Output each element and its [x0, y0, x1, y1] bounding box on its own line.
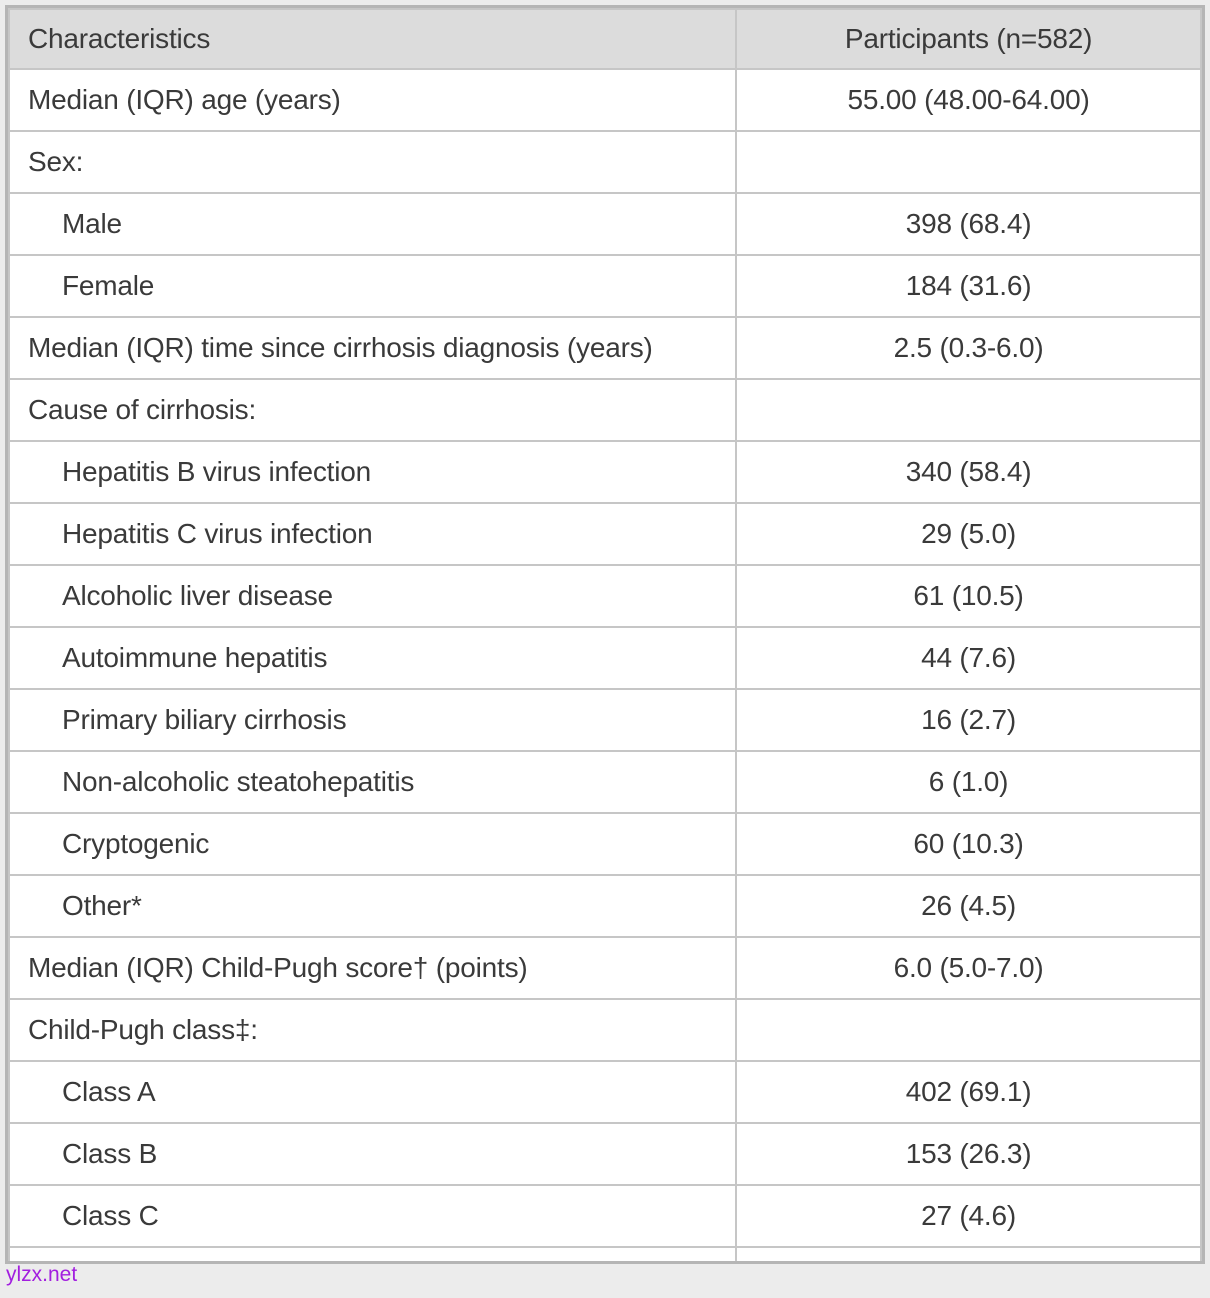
row-value: 6.0 (5.0-7.0) [735, 936, 1202, 1000]
row-label: Hepatitis C virus infection [7, 502, 738, 566]
table-row: Other* 26 (4.5) [7, 874, 1202, 938]
row-value [735, 130, 1202, 194]
header-participants: Participants (n=582) [735, 8, 1202, 70]
row-value [735, 378, 1202, 442]
table-row: Alcoholic liver disease 61 (10.5) [7, 564, 1202, 628]
row-value: 184 (31.6) [735, 254, 1202, 318]
row-label: Median (IQR) Child-Pugh score† (points) [7, 936, 738, 1000]
table-header: Characteristics Participants (n=582) [7, 8, 1202, 70]
row-value: 402 (69.1) [735, 1060, 1202, 1124]
row-value: 44 (7.6) [735, 626, 1202, 690]
table-row: Female 184 (31.6) [7, 254, 1202, 318]
cutoff-row-value [735, 1246, 1202, 1261]
cutoff-row-label [7, 1246, 738, 1261]
row-value: 55.00 (48.00-64.00) [735, 68, 1202, 132]
row-label: Median (IQR) time since cirrhosis diagno… [7, 316, 738, 380]
table-row: Class A 402 (69.1) [7, 1060, 1202, 1124]
table-row: Autoimmune hepatitis 44 (7.6) [7, 626, 1202, 690]
row-value: 27 (4.6) [735, 1184, 1202, 1248]
row-value: 60 (10.3) [735, 812, 1202, 876]
table-row: Sex: [7, 130, 1202, 194]
table-row: Class C 27 (4.6) [7, 1184, 1202, 1248]
table-row: Primary biliary cirrhosis 16 (2.7) [7, 688, 1202, 752]
table-row: Cause of cirrhosis: [7, 378, 1202, 442]
row-value: 29 (5.0) [735, 502, 1202, 566]
row-label: Alcoholic liver disease [7, 564, 738, 628]
row-label: Class B [7, 1122, 738, 1186]
row-value: 16 (2.7) [735, 688, 1202, 752]
row-label: Cryptogenic [7, 812, 738, 876]
row-value: 26 (4.5) [735, 874, 1202, 938]
row-label: Other* [7, 874, 738, 938]
row-label: Class A [7, 1060, 738, 1124]
row-label: Child-Pugh class‡: [7, 998, 738, 1062]
header-row: Characteristics Participants (n=582) [7, 8, 1202, 70]
row-value: 153 (26.3) [735, 1122, 1202, 1186]
watermark-link[interactable]: ylzx.net [6, 1263, 78, 1286]
row-label: Female [7, 254, 738, 318]
table-row: Non-alcoholic steatohepatitis 6 (1.0) [7, 750, 1202, 814]
row-label: Cause of cirrhosis: [7, 378, 738, 442]
row-value: 2.5 (0.3-6.0) [735, 316, 1202, 380]
table-row: Male 398 (68.4) [7, 192, 1202, 256]
row-label: Male [7, 192, 738, 256]
participants-table: Characteristics Participants (n=582) Med… [7, 8, 1202, 1261]
row-label: Hepatitis B virus infection [7, 440, 738, 504]
header-characteristics: Characteristics [7, 8, 738, 70]
table-row: Median (IQR) age (years) 55.00 (48.00-64… [7, 68, 1202, 132]
table-row: Child-Pugh class‡: [7, 998, 1202, 1062]
row-value: 340 (58.4) [735, 440, 1202, 504]
row-label: Autoimmune hepatitis [7, 626, 738, 690]
row-label: Primary biliary cirrhosis [7, 688, 738, 752]
row-value [735, 998, 1202, 1062]
row-value: 6 (1.0) [735, 750, 1202, 814]
table-body: Median (IQR) age (years) 55.00 (48.00-64… [7, 68, 1202, 1261]
table-row: Median (IQR) time since cirrhosis diagno… [7, 316, 1202, 380]
table-row: Median (IQR) Child-Pugh score† (points) … [7, 936, 1202, 1000]
row-label: Median (IQR) age (years) [7, 68, 738, 132]
table-row: Hepatitis B virus infection 340 (58.4) [7, 440, 1202, 504]
table-row: Cryptogenic 60 (10.3) [7, 812, 1202, 876]
row-value: 61 (10.5) [735, 564, 1202, 628]
participants-table-frame: Characteristics Participants (n=582) Med… [5, 5, 1205, 1264]
row-label: Sex: [7, 130, 738, 194]
row-label: Class C [7, 1184, 738, 1248]
cutoff-row [7, 1246, 1202, 1261]
table-row: Class B 153 (26.3) [7, 1122, 1202, 1186]
row-label: Non-alcoholic steatohepatitis [7, 750, 738, 814]
row-value: 398 (68.4) [735, 192, 1202, 256]
table-row: Hepatitis C virus infection 29 (5.0) [7, 502, 1202, 566]
